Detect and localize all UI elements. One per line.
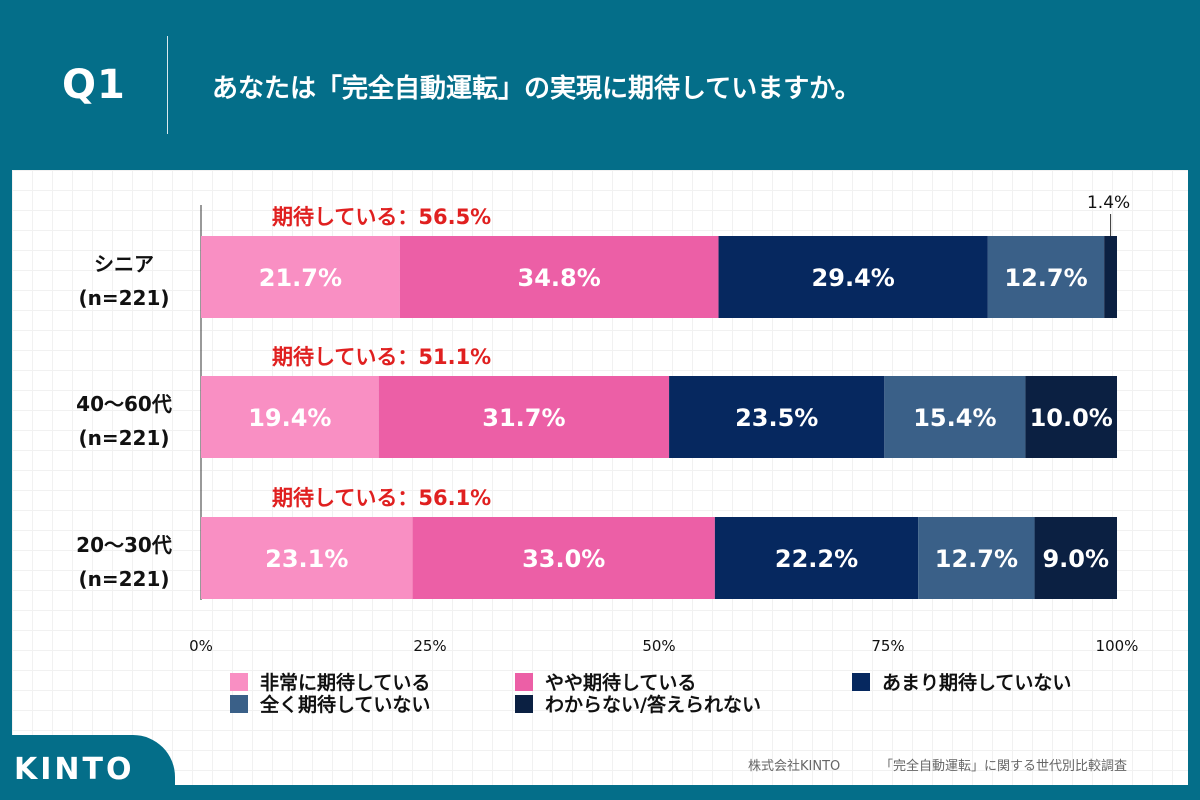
- x-tick-label: 0%: [189, 637, 213, 655]
- category-n-label: (n=221): [78, 286, 169, 310]
- bar-segment: [718, 236, 988, 318]
- bar-segment: [918, 517, 1035, 599]
- data-label: 29.4%: [812, 264, 895, 292]
- bar-segment: [399, 236, 719, 318]
- data-label: 31.7%: [482, 404, 565, 432]
- legend-label: 全く期待していない: [259, 693, 430, 716]
- legend-swatch: [515, 695, 533, 713]
- kinto-logo: KINTO: [14, 752, 135, 787]
- data-label: 23.5%: [735, 404, 818, 432]
- bar-segment: [201, 236, 400, 318]
- summary-label: 期待している：51.1%: [272, 345, 491, 369]
- data-label: 10.0%: [1030, 404, 1113, 432]
- x-tick-label: 25%: [413, 637, 446, 655]
- bar-segment: [1025, 376, 1117, 458]
- bar-segment: [987, 236, 1105, 318]
- legend-label: わからない/答えられない: [545, 693, 761, 716]
- legend-label: やや期待している: [545, 671, 696, 694]
- data-label: 12.7%: [935, 545, 1018, 573]
- data-label: 23.1%: [265, 545, 348, 573]
- header-divider: [167, 36, 168, 134]
- legend-label: 非常に期待している: [260, 671, 430, 694]
- data-label: 34.8%: [518, 264, 601, 292]
- bar-segment: [201, 376, 379, 458]
- bar-segment: [1104, 236, 1117, 318]
- data-label: 19.4%: [248, 404, 331, 432]
- legend-swatch: [852, 673, 870, 691]
- data-label: 12.7%: [1004, 264, 1087, 292]
- category-label: 20〜30代: [76, 533, 172, 557]
- header: Q1 あなたは「完全自動運転」の実現に期待していますか。: [0, 0, 1200, 170]
- company-credit: 株式会社KINTO: [748, 759, 841, 774]
- data-label: 1.4%: [1087, 193, 1130, 213]
- bar-segment: [1034, 517, 1117, 599]
- logo-tab: [0, 735, 175, 800]
- legend-swatch: [230, 695, 248, 713]
- x-tick-label: 100%: [1096, 637, 1139, 655]
- x-tick-label: 50%: [642, 637, 675, 655]
- data-label: 21.7%: [259, 264, 342, 292]
- summary-label: 期待している：56.5%: [272, 205, 491, 229]
- summary-label: 期待している：56.1%: [272, 486, 491, 510]
- data-label: 33.0%: [522, 545, 605, 573]
- bar-segment: [412, 517, 715, 599]
- category-label: 40〜60代: [76, 392, 172, 416]
- bar-segment: [884, 376, 1026, 458]
- legend-swatch: [515, 673, 533, 691]
- category-n-label: (n=221): [78, 567, 169, 591]
- data-label: 15.4%: [913, 404, 996, 432]
- category-label: シニア: [94, 252, 154, 276]
- survey-credit: 「完全自動運転」に関する世代別比較調査: [880, 759, 1128, 774]
- legend-swatch: [230, 673, 248, 691]
- bar-segment: [378, 376, 670, 458]
- category-n-label: (n=221): [78, 426, 169, 450]
- bar-segment: [669, 376, 885, 458]
- bar-segment: [714, 517, 919, 599]
- bar-segment: [201, 517, 413, 599]
- x-tick-label: 75%: [871, 637, 904, 655]
- data-label: 9.0%: [1042, 545, 1109, 573]
- data-label: 22.2%: [775, 545, 858, 573]
- question-number: Q1: [62, 62, 126, 108]
- legend-label: あまり期待していない: [882, 671, 1071, 694]
- question-text: あなたは「完全自動運転」の実現に期待していますか。: [212, 74, 861, 104]
